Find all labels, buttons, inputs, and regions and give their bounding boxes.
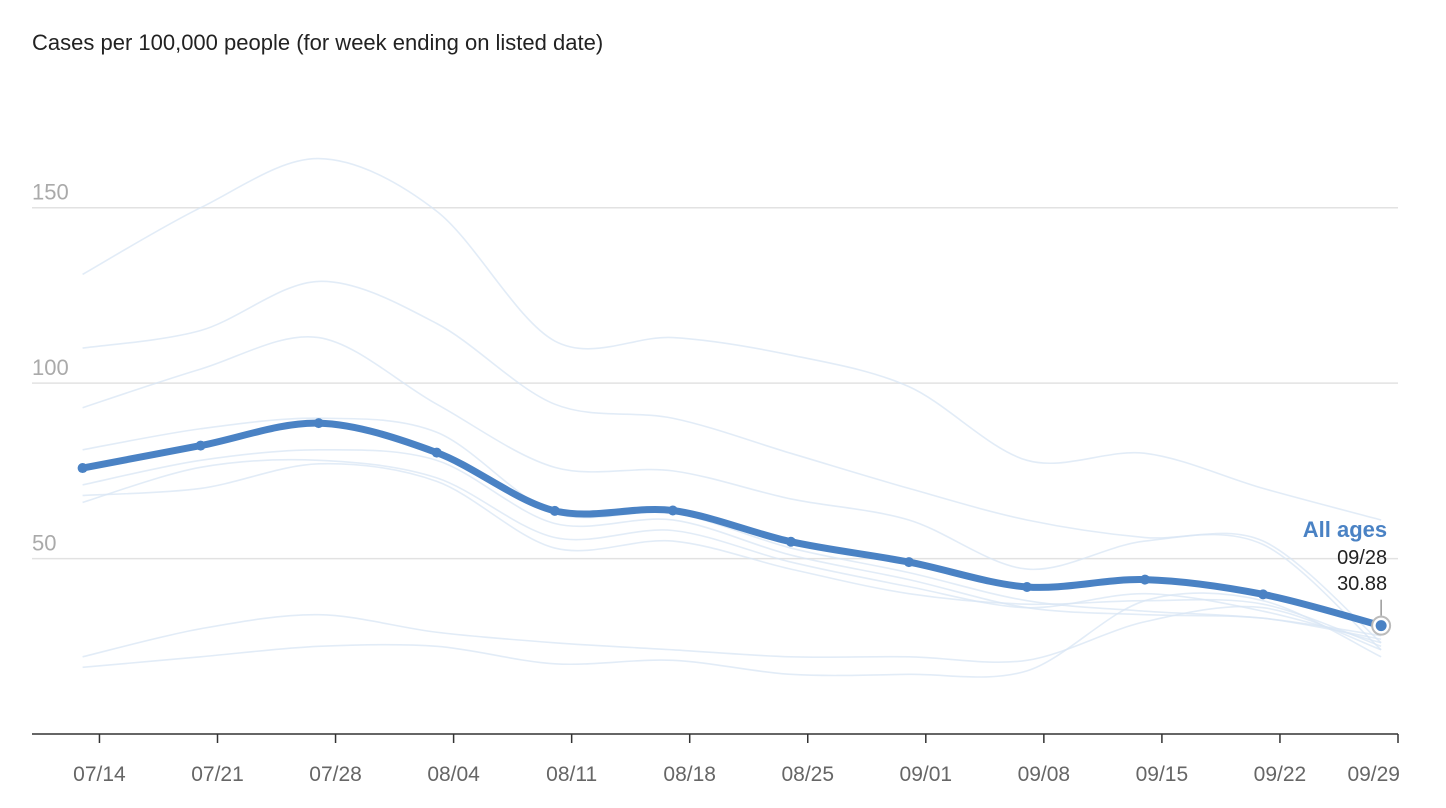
data-point[interactable] [431, 447, 442, 458]
background-series-line-9 [82, 592, 1382, 678]
x-tick-label: 07/21 [191, 763, 244, 786]
annotation-date: 09/28 [1337, 547, 1387, 569]
data-point[interactable] [1140, 574, 1151, 585]
background-series-line-3 [82, 335, 1382, 651]
x-tick-label: 08/25 [781, 763, 834, 786]
x-tick-label: 07/28 [309, 763, 362, 786]
y-tick-label: 100 [32, 355, 69, 380]
x-tick-label: 08/04 [427, 763, 480, 786]
data-point[interactable] [903, 557, 914, 568]
x-tick-label: 09/15 [1136, 763, 1189, 786]
gridlines: 50 100 150 [32, 180, 1398, 560]
data-point[interactable] [195, 440, 206, 451]
x-tick-label: 09/08 [1018, 763, 1071, 786]
y-tick-label: 150 [32, 180, 69, 205]
x-tick-label: 09/29 [1347, 763, 1400, 786]
background-series-line-8 [82, 605, 1382, 664]
all-ages-series [77, 418, 1392, 636]
x-tick-label: 09/22 [1254, 763, 1307, 786]
background-series-line-1 [82, 157, 1382, 521]
y-tick-label: 50 [32, 531, 56, 556]
data-point[interactable] [1021, 581, 1032, 592]
x-tick-label: 07/14 [73, 763, 126, 786]
data-point[interactable] [1258, 589, 1269, 600]
data-point[interactable] [785, 536, 796, 547]
background-series-line-5 [82, 448, 1382, 641]
background-series-line-7 [82, 458, 1382, 644]
all-ages-line [79, 419, 1385, 630]
data-point[interactable] [667, 505, 678, 516]
data-point[interactable] [1375, 620, 1387, 632]
data-point[interactable] [77, 463, 88, 474]
series-label: All ages [1303, 517, 1387, 542]
data-point[interactable] [313, 418, 324, 429]
x-tick-label: 08/11 [546, 763, 597, 786]
x-tick-label: 08/18 [663, 763, 716, 786]
chart-title: Cases per 100,000 people (for week endin… [32, 30, 604, 55]
x-axis: 07/14 07/21 07/28 08/04 08/11 08/18 08/25 09/01… [32, 733, 1400, 786]
background-series-line-6 [82, 462, 1382, 648]
annotation-value: 30.88 [1337, 573, 1387, 595]
x-tick-label: 09/01 [900, 763, 953, 786]
background-series [82, 157, 1382, 678]
end-annotation: All ages 09/28 30.88 [1303, 517, 1387, 616]
data-point[interactable] [549, 505, 560, 516]
